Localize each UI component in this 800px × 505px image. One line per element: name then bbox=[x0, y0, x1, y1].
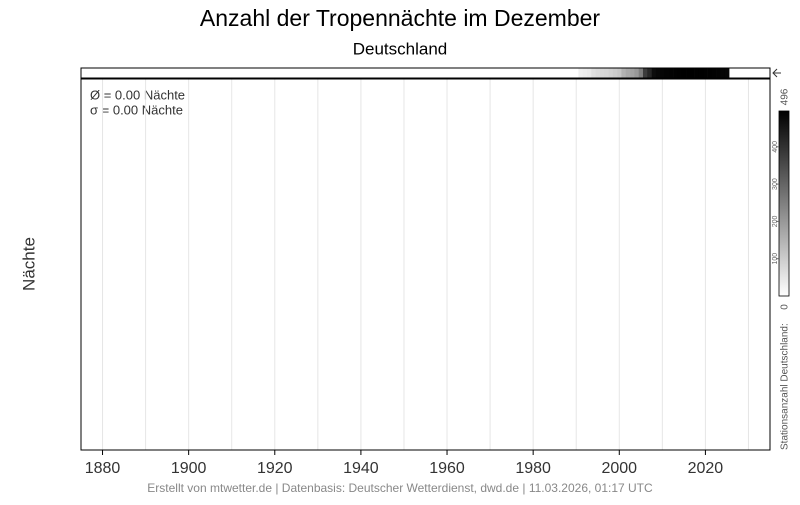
station-cell bbox=[694, 68, 700, 78]
station-cell bbox=[677, 68, 683, 78]
station-cell bbox=[681, 68, 687, 78]
station-cell bbox=[690, 68, 695, 78]
grid bbox=[102, 79, 749, 450]
colorbar-scale bbox=[778, 110, 790, 297]
station-cell bbox=[595, 68, 601, 78]
station-cell bbox=[647, 68, 652, 78]
colorbar: 100 200 300 400 496 0 Stationsanzahl Deutschla… bbox=[772, 88, 791, 450]
chart-subtitle: Deutschland bbox=[353, 39, 448, 58]
colorbar-tick-label: 200 bbox=[772, 215, 779, 227]
station-cell bbox=[703, 68, 708, 78]
station-cell bbox=[625, 68, 631, 78]
station-cell bbox=[655, 68, 661, 78]
x-tick-label: 2000 bbox=[601, 460, 637, 477]
station-cell bbox=[617, 68, 622, 78]
station-cell bbox=[591, 68, 596, 78]
colorbar-min-label: 0 bbox=[780, 304, 791, 310]
station-cell bbox=[724, 68, 730, 78]
station-cell bbox=[638, 68, 644, 78]
station-cell bbox=[642, 68, 648, 78]
x-tick-label: 1900 bbox=[171, 460, 207, 477]
strip-frame bbox=[80, 67, 771, 79]
station-cell bbox=[621, 68, 627, 78]
station-cell bbox=[651, 68, 657, 78]
stat-sd: σ = 0.00 Nächte bbox=[90, 102, 183, 117]
x-tick-label: 1880 bbox=[85, 460, 121, 477]
stat-mean: Ø = 0.00 Nächte bbox=[90, 87, 185, 102]
colorbar-tick-label: 400 bbox=[772, 141, 779, 153]
station-cell bbox=[612, 68, 618, 78]
station-cell bbox=[686, 68, 691, 78]
station-cell bbox=[608, 68, 614, 78]
y-axis-label: Nächte bbox=[19, 237, 38, 291]
station-cell bbox=[599, 68, 605, 78]
station-cell bbox=[720, 68, 726, 78]
station-cell bbox=[707, 68, 713, 78]
x-tick-label: 1940 bbox=[343, 460, 379, 477]
station-cell bbox=[634, 68, 639, 78]
station-cell bbox=[630, 68, 635, 78]
station-cell bbox=[660, 68, 665, 78]
station-cell bbox=[604, 68, 609, 78]
colorbar-label: Stationsanzahl Deutschland: bbox=[780, 323, 791, 450]
chart-title: Anzahl der Tropennächte im Dezember bbox=[200, 5, 600, 31]
colorbar-max-label: 496 bbox=[780, 88, 791, 105]
strip-arrow bbox=[772, 68, 781, 78]
x-tick-label: 2020 bbox=[688, 460, 724, 477]
station-cell bbox=[711, 68, 717, 78]
station-cell bbox=[673, 68, 678, 78]
colorbar-tick-label: 100 bbox=[772, 253, 779, 265]
x-tick-label: 1920 bbox=[257, 460, 293, 477]
footer: Erstellt von mtwetter.de | Datenbasis: D… bbox=[147, 481, 653, 495]
x-tick-label: 1960 bbox=[429, 460, 465, 477]
station-cell bbox=[698, 68, 704, 78]
station-cell bbox=[664, 68, 670, 78]
colorbar-tick-label: 300 bbox=[772, 178, 779, 190]
station-cell bbox=[582, 68, 588, 78]
plot-frame bbox=[80, 78, 771, 451]
station-cell bbox=[716, 68, 721, 78]
station-cell bbox=[578, 68, 583, 78]
station-strip bbox=[578, 68, 730, 78]
station-cell bbox=[668, 68, 674, 78]
x-tick-label: 1980 bbox=[515, 460, 551, 477]
station-cell bbox=[586, 68, 592, 78]
